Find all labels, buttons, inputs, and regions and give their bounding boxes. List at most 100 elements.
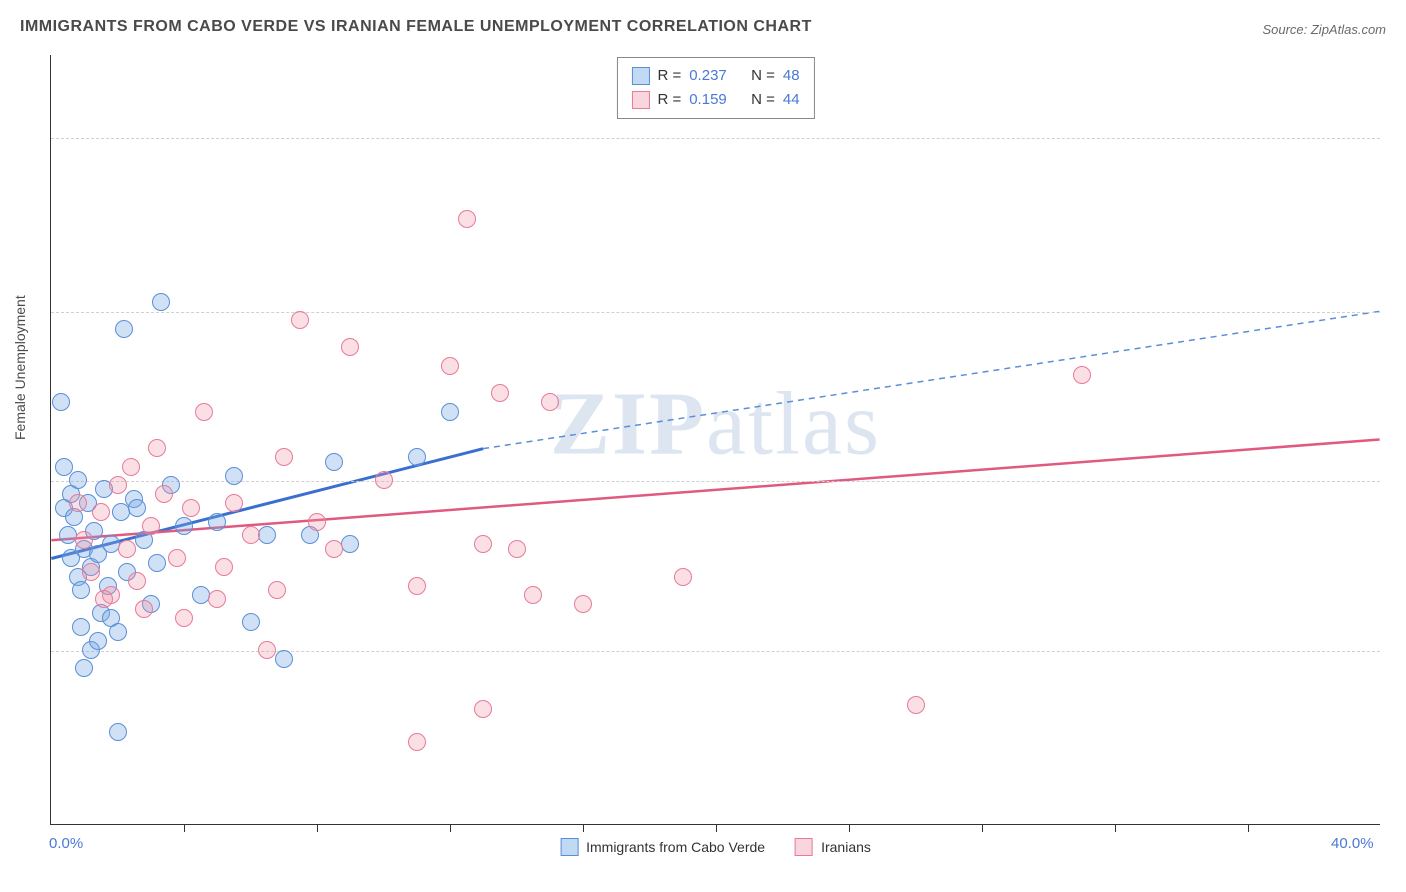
x-tick bbox=[450, 824, 451, 832]
data-point bbox=[907, 696, 925, 714]
x-tick bbox=[1248, 824, 1249, 832]
data-point bbox=[192, 586, 210, 604]
data-point bbox=[208, 590, 226, 608]
data-point bbox=[441, 357, 459, 375]
data-point bbox=[242, 526, 260, 544]
legend-item: Immigrants from Cabo Verde bbox=[560, 838, 765, 856]
data-point bbox=[325, 453, 343, 471]
data-point bbox=[524, 586, 542, 604]
x-tick bbox=[583, 824, 584, 832]
data-point bbox=[258, 641, 276, 659]
x-tick bbox=[716, 824, 717, 832]
data-point bbox=[112, 503, 130, 521]
correlation-legend: R = 0.237 N = 48 R = 0.159 N = 44 bbox=[616, 57, 814, 119]
data-point bbox=[175, 609, 193, 627]
x-tick bbox=[184, 824, 185, 832]
watermark: ZIPatlas bbox=[550, 373, 881, 476]
data-point bbox=[135, 600, 153, 618]
data-point bbox=[148, 439, 166, 457]
x-tick bbox=[982, 824, 983, 832]
data-point bbox=[291, 311, 309, 329]
data-point bbox=[122, 458, 140, 476]
legend-swatch bbox=[631, 91, 649, 109]
gridline bbox=[51, 651, 1380, 652]
series-legend: Immigrants from Cabo Verde Iranians bbox=[560, 838, 871, 856]
data-point bbox=[341, 535, 359, 553]
data-point bbox=[325, 540, 343, 558]
n-value: 44 bbox=[783, 88, 800, 112]
x-tick bbox=[317, 824, 318, 832]
data-point bbox=[109, 723, 127, 741]
data-point bbox=[441, 403, 459, 421]
x-tick-label: 40.0% bbox=[1331, 835, 1374, 852]
x-tick bbox=[849, 824, 850, 832]
data-point bbox=[541, 393, 559, 411]
data-point bbox=[102, 535, 120, 553]
data-point bbox=[408, 733, 426, 751]
n-value: 48 bbox=[783, 64, 800, 88]
legend-swatch bbox=[631, 67, 649, 85]
x-tick-label: 0.0% bbox=[49, 835, 83, 852]
data-point bbox=[225, 494, 243, 512]
r-label: R = bbox=[657, 88, 681, 112]
data-point bbox=[182, 499, 200, 517]
data-point bbox=[82, 563, 100, 581]
gridline bbox=[51, 138, 1380, 139]
data-point bbox=[225, 467, 243, 485]
gridline bbox=[51, 481, 1380, 482]
data-point bbox=[128, 572, 146, 590]
data-point bbox=[1073, 366, 1091, 384]
data-point bbox=[574, 595, 592, 613]
data-point bbox=[128, 499, 146, 517]
data-point bbox=[508, 540, 526, 558]
legend-item: Iranians bbox=[795, 838, 871, 856]
data-point bbox=[195, 403, 213, 421]
y-tick-label: 7.5% bbox=[1390, 471, 1406, 488]
y-tick-label: 3.8% bbox=[1390, 641, 1406, 658]
data-point bbox=[59, 526, 77, 544]
data-point bbox=[102, 609, 120, 627]
y-axis-label: Female Unemployment bbox=[12, 295, 28, 440]
r-value: 0.237 bbox=[689, 64, 727, 88]
r-value: 0.159 bbox=[689, 88, 727, 112]
data-point bbox=[152, 293, 170, 311]
data-point bbox=[69, 471, 87, 489]
data-point bbox=[75, 659, 93, 677]
data-point bbox=[168, 549, 186, 567]
data-point bbox=[95, 590, 113, 608]
data-point bbox=[275, 448, 293, 466]
data-point bbox=[155, 485, 173, 503]
data-point bbox=[52, 393, 70, 411]
data-point bbox=[92, 503, 110, 521]
x-tick bbox=[1115, 824, 1116, 832]
data-point bbox=[408, 577, 426, 595]
data-point bbox=[115, 320, 133, 338]
data-point bbox=[474, 535, 492, 553]
data-point bbox=[268, 581, 286, 599]
data-point bbox=[118, 540, 136, 558]
data-point bbox=[474, 700, 492, 718]
legend-swatch bbox=[795, 838, 813, 856]
data-point bbox=[69, 494, 87, 512]
gridline bbox=[51, 312, 1380, 313]
legend-row: R = 0.237 N = 48 bbox=[631, 64, 799, 88]
data-point bbox=[674, 568, 692, 586]
data-point bbox=[148, 554, 166, 572]
data-point bbox=[142, 517, 160, 535]
legend-swatch bbox=[560, 838, 578, 856]
data-point bbox=[89, 632, 107, 650]
data-point bbox=[72, 581, 90, 599]
data-point bbox=[408, 448, 426, 466]
data-point bbox=[458, 210, 476, 228]
n-label: N = bbox=[751, 88, 775, 112]
data-point bbox=[275, 650, 293, 668]
data-point bbox=[258, 526, 276, 544]
data-point bbox=[175, 517, 193, 535]
data-point bbox=[491, 384, 509, 402]
source-credit: Source: ZipAtlas.com bbox=[1262, 22, 1386, 37]
legend-label: Immigrants from Cabo Verde bbox=[586, 839, 765, 855]
data-point bbox=[215, 558, 233, 576]
data-point bbox=[242, 613, 260, 631]
chart-title: IMMIGRANTS FROM CABO VERDE VS IRANIAN FE… bbox=[20, 18, 812, 36]
data-point bbox=[308, 513, 326, 531]
